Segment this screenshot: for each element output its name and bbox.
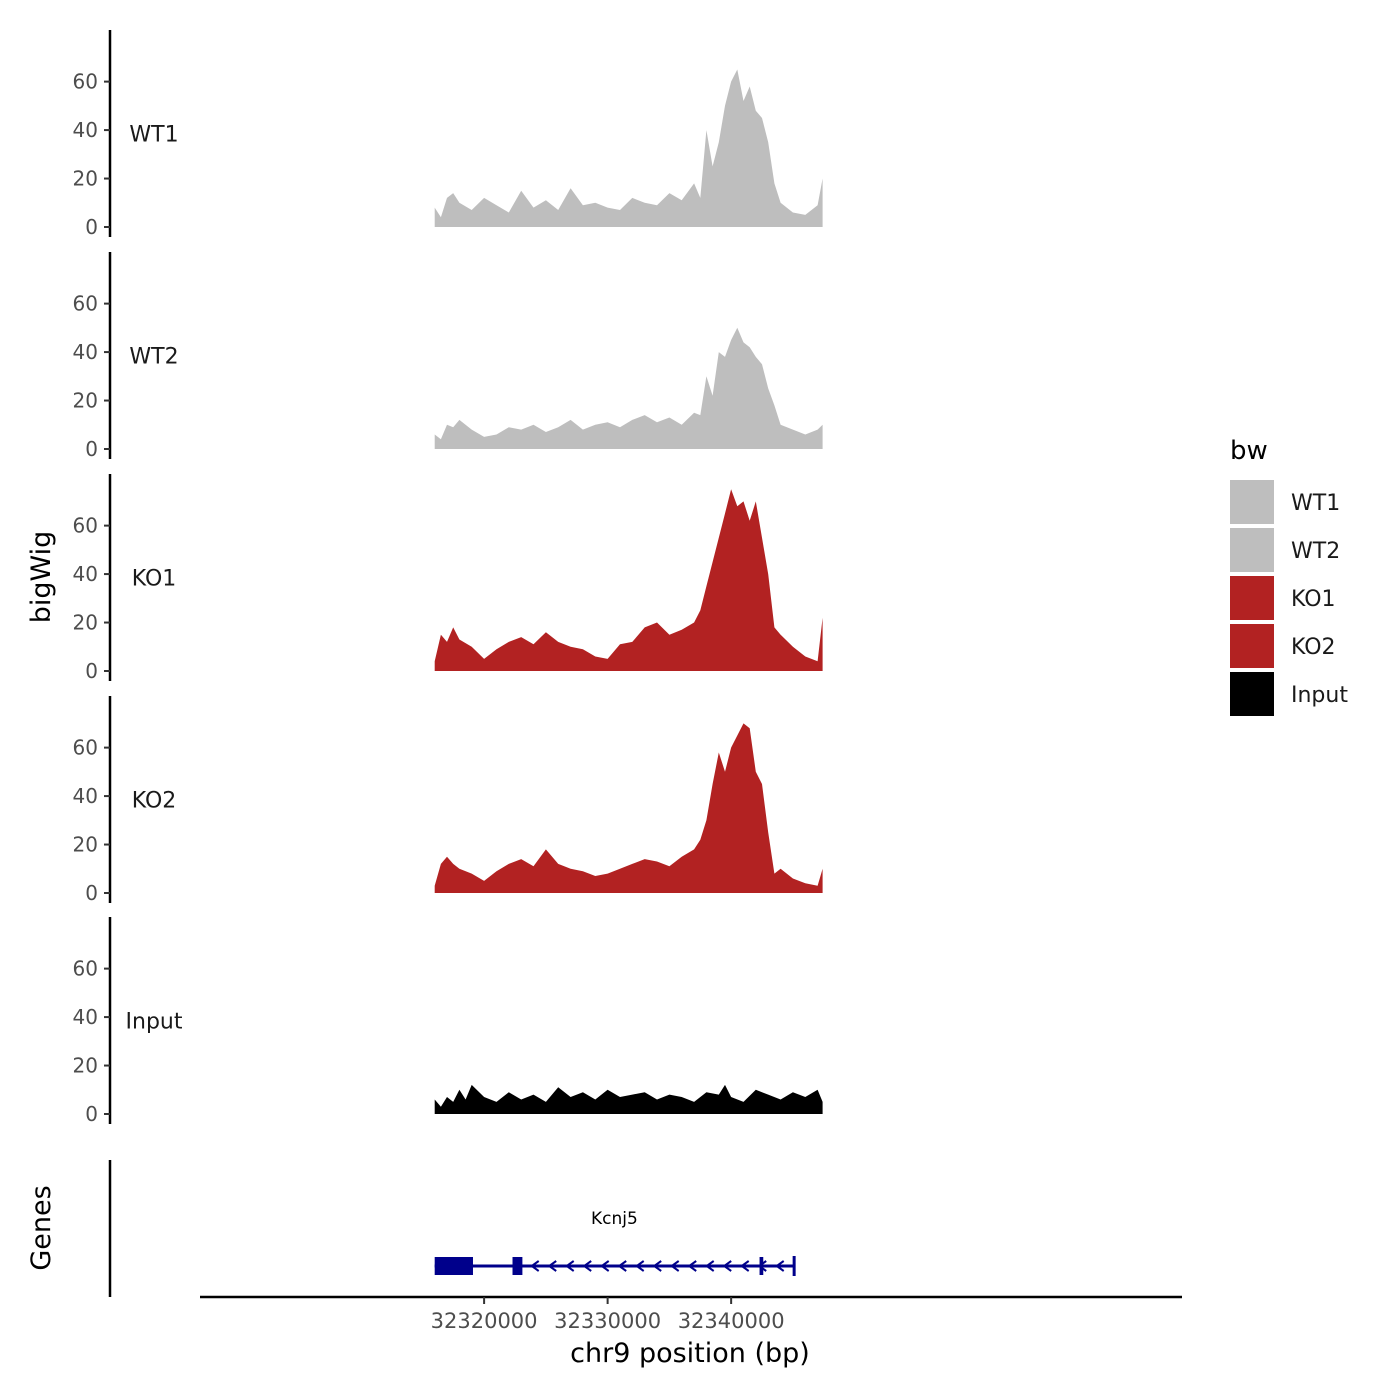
gene-track-label: Genes	[26, 1185, 57, 1270]
strand-chevron-12	[739, 1260, 750, 1272]
signal-area-WT1	[434, 69, 823, 227]
strand-chevron-8	[669, 1260, 680, 1272]
strand-chevron-2	[564, 1260, 575, 1272]
signal-area-WT2	[434, 327, 823, 449]
y-tick-label-Input-60: 60	[73, 957, 98, 981]
legend-swatch-KO1	[1230, 576, 1274, 620]
strand-chevron-5	[617, 1260, 627, 1272]
strand-chevron-9	[687, 1260, 697, 1272]
y-tick-label-WT2-20: 20	[73, 389, 98, 413]
legend-label-WT2: WT2	[1291, 539, 1340, 564]
track-label-WT2: WT2	[129, 345, 178, 370]
y-tick-label-Input-20: 20	[73, 1054, 98, 1078]
x-tick-label-32330000: 32330000	[554, 1309, 661, 1333]
exon-Kcnj5-1	[512, 1257, 523, 1275]
strand-chevron-0	[529, 1260, 540, 1272]
y-tick-label-KO1-20: 20	[73, 611, 98, 635]
y-tick-label-WT1-0: 0	[85, 215, 98, 239]
y-tick-label-KO1-60: 60	[73, 514, 98, 538]
gene-label-Kcnj5: Kcnj5	[591, 1209, 638, 1229]
y-tick-label-KO2-20: 20	[73, 833, 98, 857]
y-axis-title: bigWig	[26, 531, 57, 624]
track-label-KO2: KO2	[132, 789, 177, 814]
legend-title: bw	[1230, 436, 1268, 466]
signal-area-KO2	[434, 723, 823, 893]
track-label-WT1: WT1	[129, 123, 178, 148]
y-tick-label-WT1-20: 20	[73, 167, 98, 191]
signal-area-Input	[434, 1084, 823, 1114]
y-tick-label-WT2-40: 40	[73, 340, 98, 364]
y-tick-label-WT2-0: 0	[85, 437, 98, 461]
strand-chevron-11	[722, 1260, 732, 1272]
strand-chevron-6	[634, 1260, 645, 1272]
y-tick-label-WT1-60: 60	[73, 70, 98, 94]
y-tick-label-Input-0: 0	[85, 1102, 98, 1126]
track-label-KO1: KO1	[132, 567, 177, 592]
legend-label-KO1: KO1	[1291, 587, 1336, 612]
strand-chevron-4	[599, 1260, 610, 1272]
strand-chevron-13	[757, 1260, 767, 1272]
y-tick-label-KO2-60: 60	[73, 736, 98, 760]
exon-Kcnj5-0	[434, 1257, 473, 1275]
y-tick-label-WT2-60: 60	[73, 292, 98, 316]
x-axis-title: chr9 position (bp)	[570, 1338, 810, 1369]
legend-label-Input: Input	[1291, 683, 1348, 708]
legend-swatch-KO2	[1230, 624, 1274, 668]
y-tick-label-KO2-40: 40	[73, 784, 98, 808]
signal-area-KO1	[434, 489, 823, 671]
strand-chevron-14	[774, 1260, 785, 1272]
y-tick-label-KO1-40: 40	[73, 562, 98, 586]
x-tick-label-32340000: 32340000	[678, 1309, 785, 1333]
y-tick-label-KO2-0: 0	[85, 881, 98, 905]
legend-swatch-WT1	[1230, 480, 1274, 524]
track-label-Input: Input	[126, 1010, 183, 1035]
y-tick-label-WT1-40: 40	[73, 118, 98, 142]
strand-chevron-3	[582, 1260, 592, 1272]
exon-Kcnj5-2	[759, 1257, 764, 1275]
legend-swatch-WT2	[1230, 528, 1274, 572]
x-tick-label-32320000: 32320000	[431, 1309, 538, 1333]
strand-chevron-10	[704, 1260, 715, 1272]
y-tick-label-Input-40: 40	[73, 1005, 98, 1029]
legend-label-KO2: KO2	[1291, 635, 1336, 660]
strand-chevron-1	[547, 1260, 557, 1272]
strand-chevron-7	[652, 1260, 662, 1272]
y-tick-label-KO1-0: 0	[85, 659, 98, 683]
legend-swatch-Input	[1230, 672, 1274, 716]
legend-label-WT1: WT1	[1291, 491, 1340, 516]
